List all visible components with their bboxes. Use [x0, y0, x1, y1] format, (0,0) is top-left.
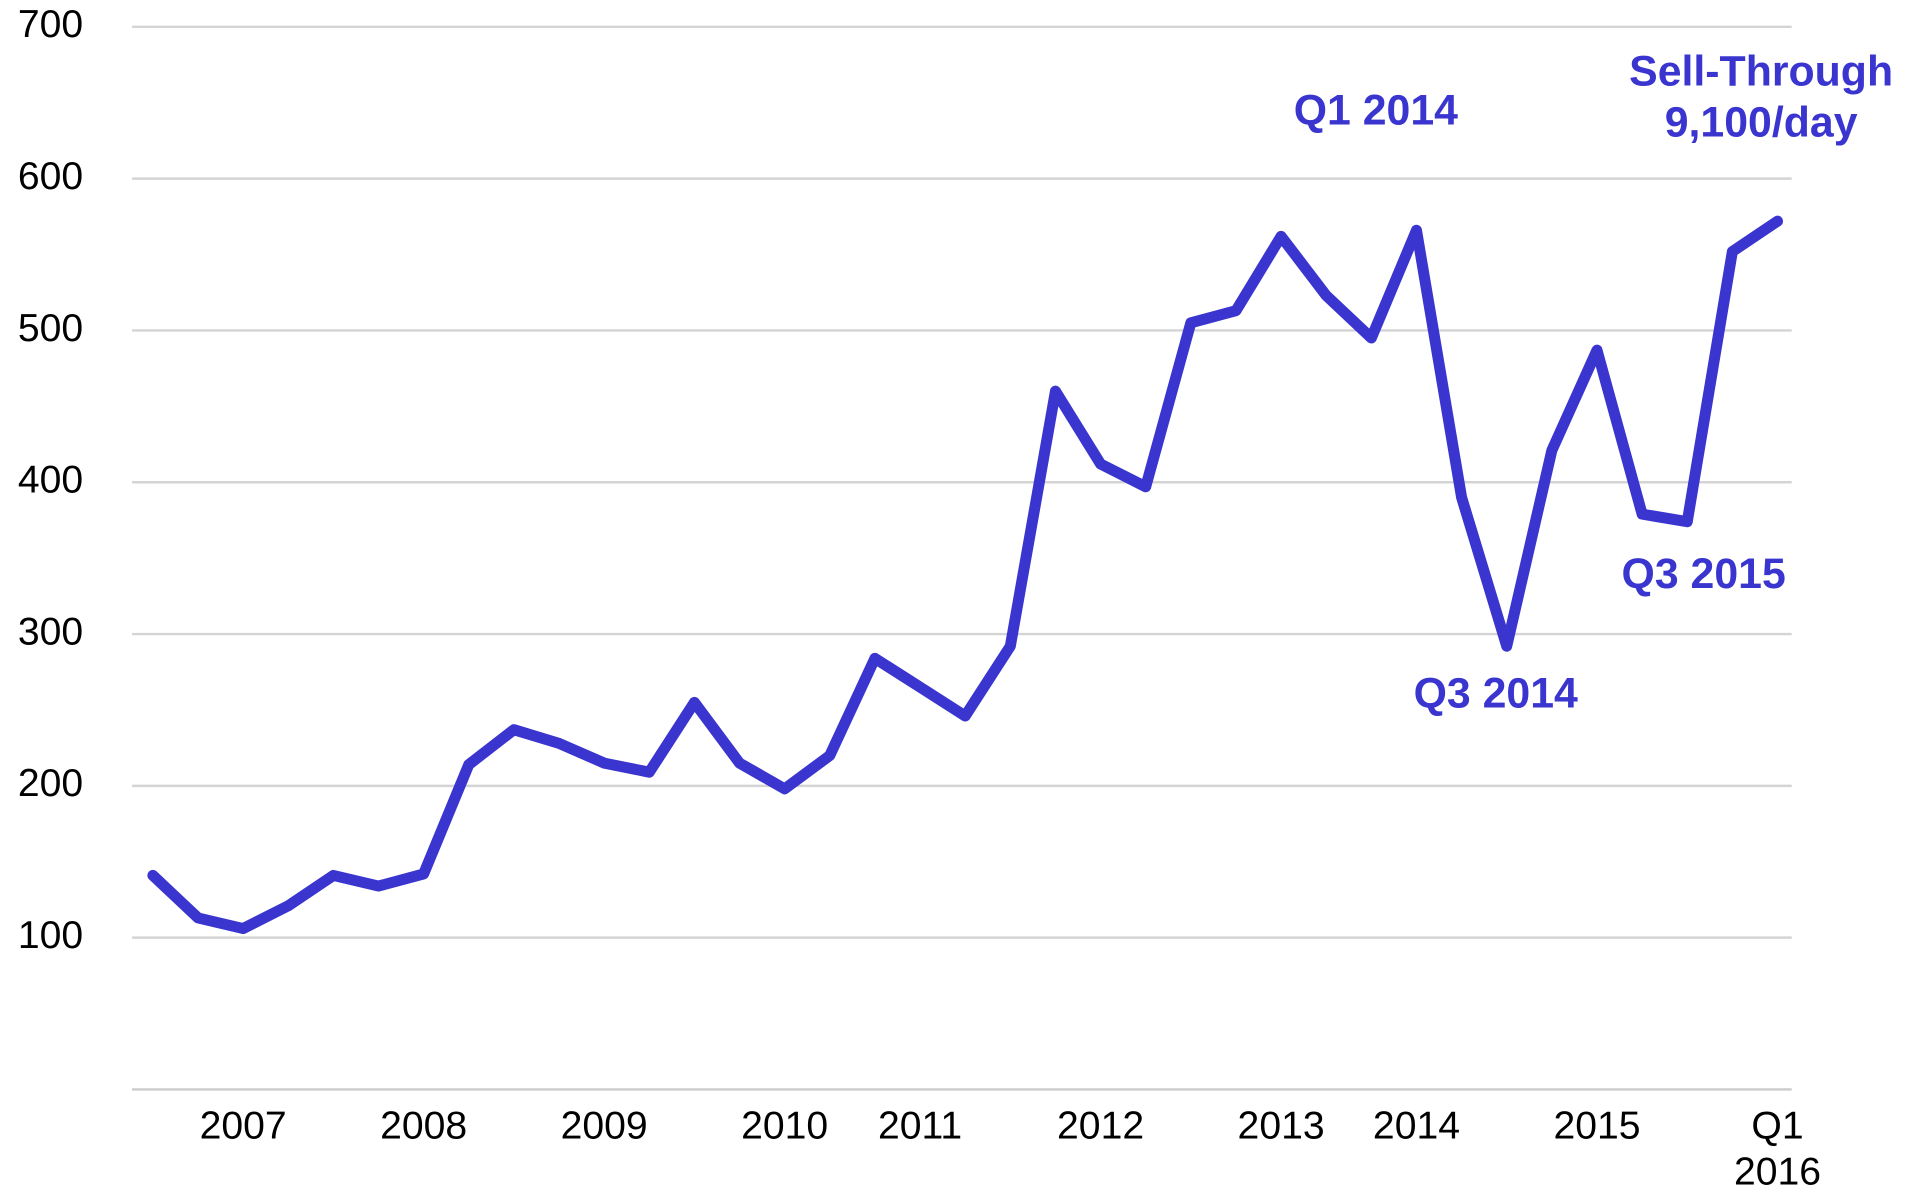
y-tick-label: 100 [18, 914, 83, 957]
x-tick-label: Q1 2016 [1733, 1102, 1822, 1194]
y-tick-label: 200 [18, 762, 83, 805]
x-tick-label: 2008 [380, 1102, 468, 1147]
x-tick-label: 2014 [1372, 1102, 1460, 1147]
x-tick-label: 2007 [199, 1102, 287, 1147]
y-tick-label: 600 [18, 155, 83, 198]
line-series [147, 215, 1784, 935]
x-tick-label: 2009 [560, 1102, 648, 1147]
y-tick-label: 500 [18, 307, 83, 350]
x-tick-label: 2015 [1553, 1102, 1641, 1147]
x-tick-label: 2013 [1237, 1102, 1325, 1147]
y-tick-label: 400 [18, 459, 83, 502]
y-tick-label: 700 [18, 3, 83, 46]
annotation: Sell-Through 9,100/day [1629, 47, 1894, 147]
annotation: Q3 2015 [1621, 550, 1786, 598]
annotation: Q1 2014 [1293, 86, 1458, 135]
annotation: Q3 2014 [1413, 669, 1578, 718]
x-tick-label: 2012 [1057, 1102, 1145, 1147]
x-tick-label: 2011 [877, 1102, 963, 1147]
x-tick-label: 2010 [741, 1102, 829, 1147]
y-tick-label: 300 [18, 610, 83, 653]
